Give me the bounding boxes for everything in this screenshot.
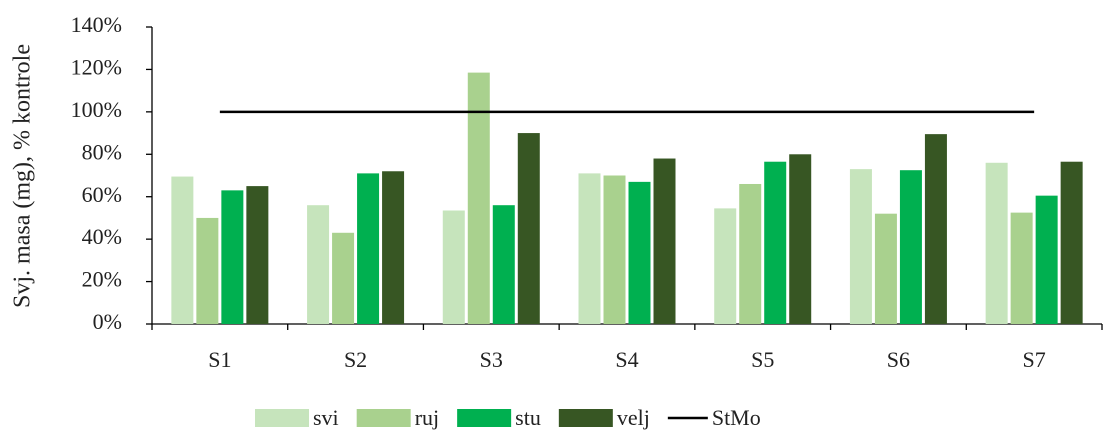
x-tick-label: S3 — [480, 347, 503, 372]
bar — [517, 133, 540, 324]
bar — [1010, 212, 1033, 324]
legend-swatch — [558, 409, 613, 427]
y-tick-label: 80% — [82, 139, 122, 164]
bar — [492, 205, 515, 324]
bar — [714, 208, 737, 324]
y-tick-label: 40% — [82, 224, 122, 249]
bar — [221, 190, 244, 324]
legend-label: StMo — [712, 405, 761, 430]
y-tick-label: 100% — [71, 97, 122, 122]
y-axis-label: Svj. masa (mg), % kontrole — [10, 44, 36, 308]
bar — [653, 158, 676, 324]
bar — [985, 162, 1008, 324]
bar — [849, 169, 872, 324]
bar — [628, 181, 651, 324]
x-tick-label: S6 — [887, 347, 910, 372]
y-tick-label: 120% — [71, 54, 122, 79]
bar — [357, 173, 380, 324]
bar — [1035, 195, 1058, 324]
x-tick-label: S7 — [1023, 347, 1046, 372]
bar — [789, 154, 812, 324]
bar — [764, 161, 787, 324]
bar — [442, 210, 465, 324]
legend-label: velj — [617, 405, 650, 430]
bar — [171, 176, 194, 324]
legend-swatch — [356, 409, 411, 427]
x-tick-label: S5 — [751, 347, 774, 372]
bar — [603, 175, 626, 324]
bar — [467, 72, 490, 324]
legend-label: ruj — [415, 405, 439, 430]
y-tick-label: 20% — [82, 267, 122, 292]
legend-swatch — [457, 409, 512, 427]
bar — [578, 173, 601, 324]
bar — [246, 186, 269, 324]
bar — [899, 170, 922, 324]
bar — [196, 217, 219, 324]
bar — [307, 205, 330, 324]
legend-label: stu — [515, 405, 541, 430]
bar — [1060, 161, 1083, 324]
bar — [332, 232, 355, 324]
x-tick-label: S2 — [344, 347, 367, 372]
bar — [739, 183, 762, 324]
y-tick-label: 140% — [71, 12, 122, 37]
bar — [382, 171, 405, 324]
legend-label: svi — [313, 405, 339, 430]
bar — [874, 213, 897, 324]
x-tick-label: S1 — [208, 347, 231, 372]
x-tick-label: S4 — [615, 347, 638, 372]
legend-swatch — [255, 409, 309, 427]
y-tick-label: 0% — [93, 309, 122, 334]
y-tick-label: 60% — [82, 182, 122, 207]
bar — [924, 134, 947, 324]
